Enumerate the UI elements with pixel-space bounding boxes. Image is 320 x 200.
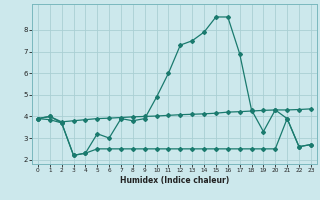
X-axis label: Humidex (Indice chaleur): Humidex (Indice chaleur) xyxy=(120,176,229,185)
